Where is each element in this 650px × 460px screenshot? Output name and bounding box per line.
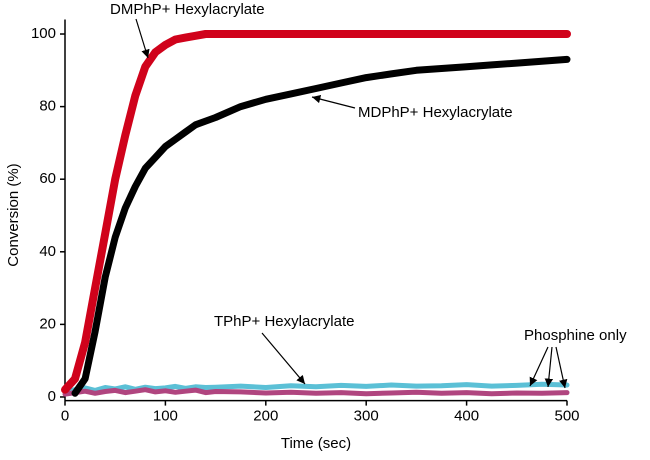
y-tick-label: 20 — [39, 315, 56, 332]
annotation: DMPhP+ Hexylacrylate — [110, 1, 265, 18]
annotation-arrow — [529, 346, 549, 387]
annotation: TPhP+ Hexylacrylate — [214, 313, 354, 330]
annotation: Phosphine only — [524, 327, 627, 344]
annotation-arrow — [261, 332, 306, 385]
annotation-arrow — [311, 95, 356, 109]
series-line — [61, 30, 571, 394]
y-tick-label: 80 — [39, 98, 56, 115]
x-tick-label: 100 — [153, 408, 178, 425]
x-tick-label: 0 — [61, 408, 69, 425]
y-tick-label: 60 — [39, 170, 56, 187]
y-tick-label: 0 — [48, 388, 56, 405]
annotation-arrow — [544, 346, 554, 388]
x-axis-label: Time (sec) — [281, 435, 351, 452]
annotation-arrow — [555, 346, 568, 389]
x-tick-label: 200 — [253, 408, 278, 425]
y-axis-label: Conversion (%) — [5, 163, 22, 266]
annotation-arrow — [135, 18, 150, 59]
x-tick-label: 500 — [554, 408, 579, 425]
annotation: MDPhP+ Hexylacrylate — [358, 104, 513, 121]
y-tick-label: 100 — [31, 25, 56, 42]
x-tick-label: 400 — [454, 408, 479, 425]
x-tick-label: 300 — [354, 408, 379, 425]
series-line — [71, 55, 571, 397]
series-line — [62, 387, 570, 397]
y-tick-label: 40 — [39, 243, 56, 260]
